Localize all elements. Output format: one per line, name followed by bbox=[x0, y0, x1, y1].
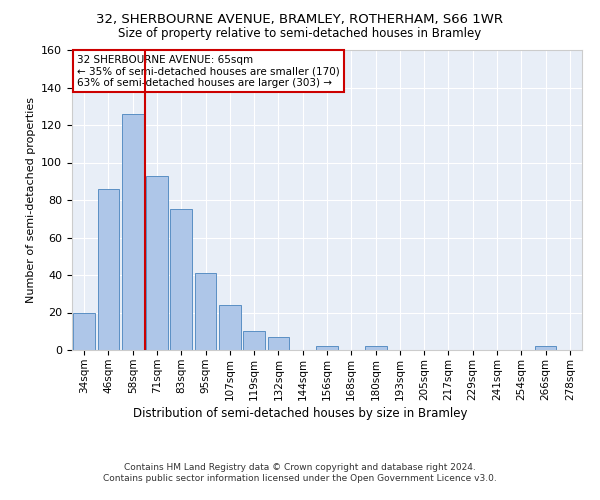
Bar bbox=[122, 114, 143, 350]
Text: Distribution of semi-detached houses by size in Bramley: Distribution of semi-detached houses by … bbox=[133, 408, 467, 420]
Y-axis label: Number of semi-detached properties: Number of semi-detached properties bbox=[26, 97, 35, 303]
Text: 32 SHERBOURNE AVENUE: 65sqm
← 35% of semi-detached houses are smaller (170)
63% : 32 SHERBOURNE AVENUE: 65sqm ← 35% of sem… bbox=[77, 54, 340, 88]
Bar bbox=[316, 346, 338, 350]
Bar bbox=[194, 273, 217, 350]
Text: Contains HM Land Registry data © Crown copyright and database right 2024.: Contains HM Land Registry data © Crown c… bbox=[124, 462, 476, 471]
Bar bbox=[243, 331, 265, 350]
Bar bbox=[73, 312, 95, 350]
Bar bbox=[365, 346, 386, 350]
Bar bbox=[146, 176, 168, 350]
Text: Size of property relative to semi-detached houses in Bramley: Size of property relative to semi-detach… bbox=[118, 28, 482, 40]
Bar bbox=[170, 210, 192, 350]
Bar bbox=[97, 188, 119, 350]
Text: Contains public sector information licensed under the Open Government Licence v3: Contains public sector information licen… bbox=[103, 474, 497, 483]
Bar bbox=[219, 305, 241, 350]
Bar bbox=[268, 337, 289, 350]
Text: 32, SHERBOURNE AVENUE, BRAMLEY, ROTHERHAM, S66 1WR: 32, SHERBOURNE AVENUE, BRAMLEY, ROTHERHA… bbox=[97, 12, 503, 26]
Bar bbox=[535, 346, 556, 350]
